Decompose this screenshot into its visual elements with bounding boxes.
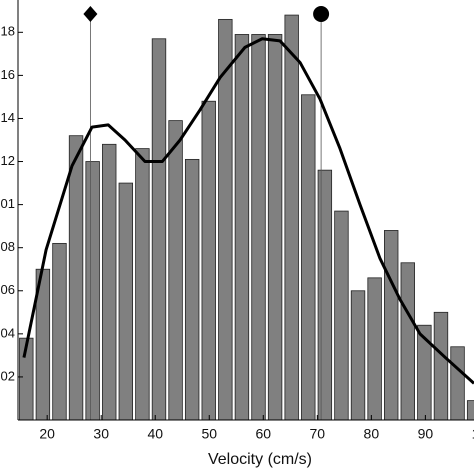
bar xyxy=(284,14,299,420)
density-curve xyxy=(22,37,474,385)
y-tick-label: 02 xyxy=(1,368,15,383)
y-tick-label: 08 xyxy=(1,239,15,254)
bar xyxy=(52,242,67,420)
bar xyxy=(384,230,399,420)
x-tick-label: 70 xyxy=(310,426,326,442)
y-tick-label: 14 xyxy=(1,110,15,125)
x-tick-label: 50 xyxy=(201,426,217,442)
x-tick-label: 60 xyxy=(256,426,272,442)
y-tick-label: 16 xyxy=(1,67,15,82)
x-tick-label: 90 xyxy=(418,426,434,442)
marker-circle xyxy=(313,6,330,22)
bar xyxy=(267,34,283,420)
bar xyxy=(350,290,366,420)
bar xyxy=(251,34,266,420)
bar xyxy=(400,262,415,420)
bar xyxy=(201,100,216,420)
bar xyxy=(168,120,183,420)
bar xyxy=(135,148,150,420)
bar xyxy=(118,182,134,420)
bar xyxy=(301,94,316,420)
y-tick-label: 12 xyxy=(1,153,15,168)
y-tick-label: 06 xyxy=(1,282,15,297)
bar xyxy=(466,400,474,420)
y-tick-label: 01 xyxy=(1,196,15,211)
y-tick-label: 04 xyxy=(1,325,15,340)
x-tick-label: 20 xyxy=(39,426,55,442)
bar xyxy=(334,210,349,420)
bar xyxy=(151,38,167,420)
y-tick-label: 18 xyxy=(1,24,15,39)
bar xyxy=(433,311,449,420)
bar xyxy=(85,161,100,420)
bar xyxy=(417,324,432,420)
bar xyxy=(450,346,465,420)
bar xyxy=(317,169,333,420)
bar xyxy=(367,277,382,420)
bar xyxy=(184,158,200,420)
x-tick-label: 40 xyxy=(147,426,163,442)
x-axis-label: Velocity (cm/s) xyxy=(208,451,312,468)
x-tick-label: 30 xyxy=(93,426,109,442)
bar xyxy=(68,135,84,420)
marker-diamond xyxy=(83,6,98,22)
bar xyxy=(102,143,117,420)
bar xyxy=(218,18,233,420)
x-tick-label: 10 xyxy=(472,426,474,442)
x-tick-label: 80 xyxy=(364,426,380,442)
bar xyxy=(234,34,250,420)
